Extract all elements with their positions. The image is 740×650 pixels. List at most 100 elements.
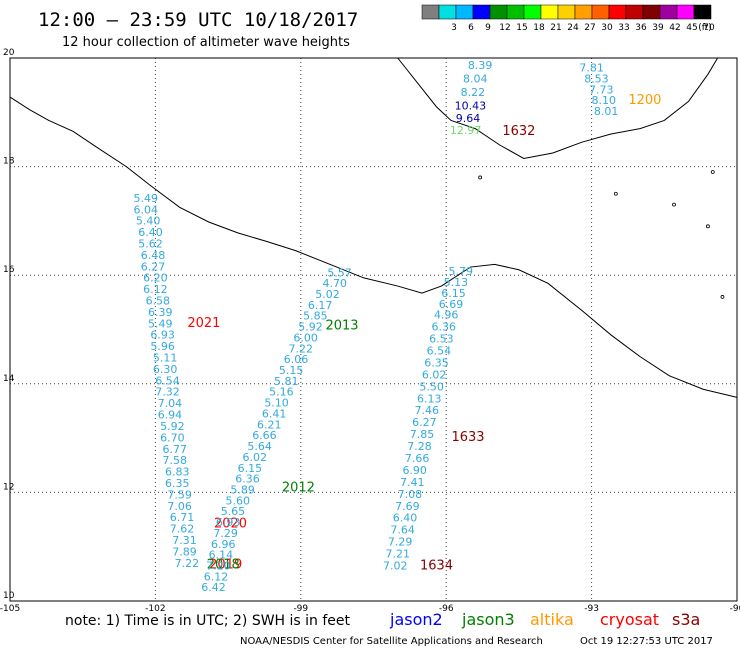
lat-tick-label: 10 (3, 591, 15, 601)
wave-height-value: 6.36 (432, 321, 457, 334)
pass-time-label: 1632 (502, 124, 535, 139)
wave-height-value: 6.54 (155, 374, 180, 387)
wave-height-value: 7.41 (400, 476, 425, 489)
colorbar-tick: 39 (652, 23, 664, 33)
map-subtitle: 12 hour collection of altimeter wave hei… (62, 35, 350, 50)
wave-height-value: 7.31 (172, 534, 197, 547)
wave-height-value: 5.49 (148, 317, 173, 330)
wave-height-value: 6.20 (143, 272, 168, 285)
colorbar-swatch (557, 4, 576, 20)
pass-time-label: 2018 (207, 557, 240, 572)
wave-height-value: 8.01 (594, 105, 619, 118)
colorbar-tick: 45 (686, 23, 697, 33)
colorbar-swatch (676, 4, 695, 20)
wave-height-value: 6.70 (160, 431, 185, 444)
wave-height-value: 6.93 (150, 329, 175, 342)
wave-height-value: 6.48 (141, 249, 166, 262)
pass-time-label: 2012 (282, 480, 315, 495)
wave-height-value: 6.12 (143, 283, 168, 296)
wave-height-value: 6.94 (158, 409, 183, 422)
wave-height-value: 8.22 (461, 86, 486, 99)
wave-height-value: 8.04 (463, 72, 488, 85)
colorbar-swatch (608, 4, 627, 20)
pacific-coastline (9, 96, 738, 398)
wave-height-value: 7.85 (410, 428, 435, 441)
colorbar-swatch (472, 4, 491, 20)
lake-outline (672, 202, 676, 207)
wave-height-value: 6.54 (427, 344, 452, 357)
colorbar-tick: 12 (499, 23, 510, 33)
legend-jason2: jason2 (389, 610, 443, 629)
wave-height-value: 5.57 (327, 266, 352, 279)
wave-height-value: 7.89 (172, 545, 197, 558)
lake-outline (478, 175, 483, 180)
legend-s3a: s3a (672, 610, 700, 629)
wave-height-value: 7.46 (415, 404, 440, 417)
wave-height-value: 6.14 (209, 549, 234, 562)
pass-time-label: 1633 (451, 430, 484, 445)
colorbar-tick: 42 (669, 23, 680, 33)
colorbar-swatch (421, 4, 440, 20)
lake-outline (720, 295, 725, 299)
track-1633: 5.795.136.156.694.966.366.536.546.356.02… (383, 265, 484, 572)
wave-height-value: 7.22 (175, 557, 200, 570)
wave-height-value: 6.66 (252, 429, 277, 442)
colorbar-tick: 21 (550, 23, 561, 33)
wave-height-value: 5.02 (315, 288, 340, 301)
colorbar-swatch (574, 4, 593, 20)
colorbar-swatch (438, 4, 457, 20)
satellite-legend: jason2 jason3 altika cryosat s3a (389, 610, 700, 629)
wave-height-value: 5.13 (444, 276, 469, 289)
wave-height-value: 7.04 (158, 397, 183, 410)
wave-height-value: 5.15 (279, 364, 304, 377)
credit-agency: NOAA/NESDIS Center for Satellite Applica… (240, 636, 543, 647)
track-1200: 7.818.537.738.108.01 1200 (579, 62, 661, 118)
wave-height-value: 5.65 (221, 505, 246, 518)
map-frame (9, 57, 738, 602)
wave-height-value: 6.15 (441, 287, 466, 300)
lat-tick-label: 12 (3, 482, 14, 492)
lon-tick-label: -96 (439, 604, 454, 614)
colorbar-tick: 30 (601, 23, 613, 33)
wave-height-value: 6.40 (393, 512, 418, 525)
lon-tick-label: -99 (293, 604, 308, 614)
lake-outline (706, 224, 710, 229)
wave-height-value: 6.77 (163, 443, 188, 456)
colorbar-tick: 15 (516, 23, 527, 33)
wave-height-value: 7.64 (390, 524, 415, 537)
colorbar-tick: 70 (703, 23, 715, 33)
lake-outline (613, 191, 618, 196)
wave-height-value: 6.40 (138, 226, 163, 239)
colorbar-tick: 3 (451, 23, 457, 33)
wave-height-value: 6.58 (146, 295, 171, 308)
wave-height-value: 6.90 (402, 464, 427, 477)
wave-height-value: 5.62 (138, 238, 163, 251)
lat-tick-label: 14 (3, 374, 15, 384)
wave-height-value: 5.16 (269, 386, 294, 399)
lat-tick-label: 16 (3, 265, 15, 275)
wave-height-value: 5.92 (298, 321, 323, 334)
wave-height-value: 6.83 (165, 466, 190, 479)
wave-height-value: 7.22 (289, 342, 314, 355)
wave-height-value: 6.42 (201, 581, 226, 594)
wave-height-value: 6.35 (165, 477, 190, 490)
wave-height-value: 6.02 (422, 368, 447, 381)
wave-height-value: 5.11 (153, 352, 178, 365)
wave-height-value: 5.92 (160, 420, 185, 433)
lat-tick-label: 20 (3, 48, 15, 58)
wave-height-value: 7.62 (170, 523, 195, 536)
wave-height-value: 6.36 (235, 473, 260, 486)
wave-height-value: 6.41 (262, 407, 287, 420)
track-2013: 5.574.705.026.175.855.926.007.226.065.15… (201, 266, 358, 594)
lat-tick-label: 18 (3, 157, 15, 167)
track-2020: 2020 (214, 517, 247, 532)
colorbar-tick: 33 (618, 23, 629, 33)
wave-height-value: 7.32 (155, 386, 180, 399)
wave-height-value: 6.53 (429, 333, 454, 346)
track-2012: 2012 (282, 480, 315, 495)
wave-height-value: 6.12 (204, 570, 229, 583)
colorbar-legend: 3 6 9 12 15 18 21 24 27 30 33 36 39 42 45 70(ft) (421, 4, 715, 33)
wave-height-value: 5.40 (136, 215, 161, 228)
colorbar-tick: 6 (468, 23, 474, 33)
wave-height-value: 7.81 (579, 62, 604, 75)
